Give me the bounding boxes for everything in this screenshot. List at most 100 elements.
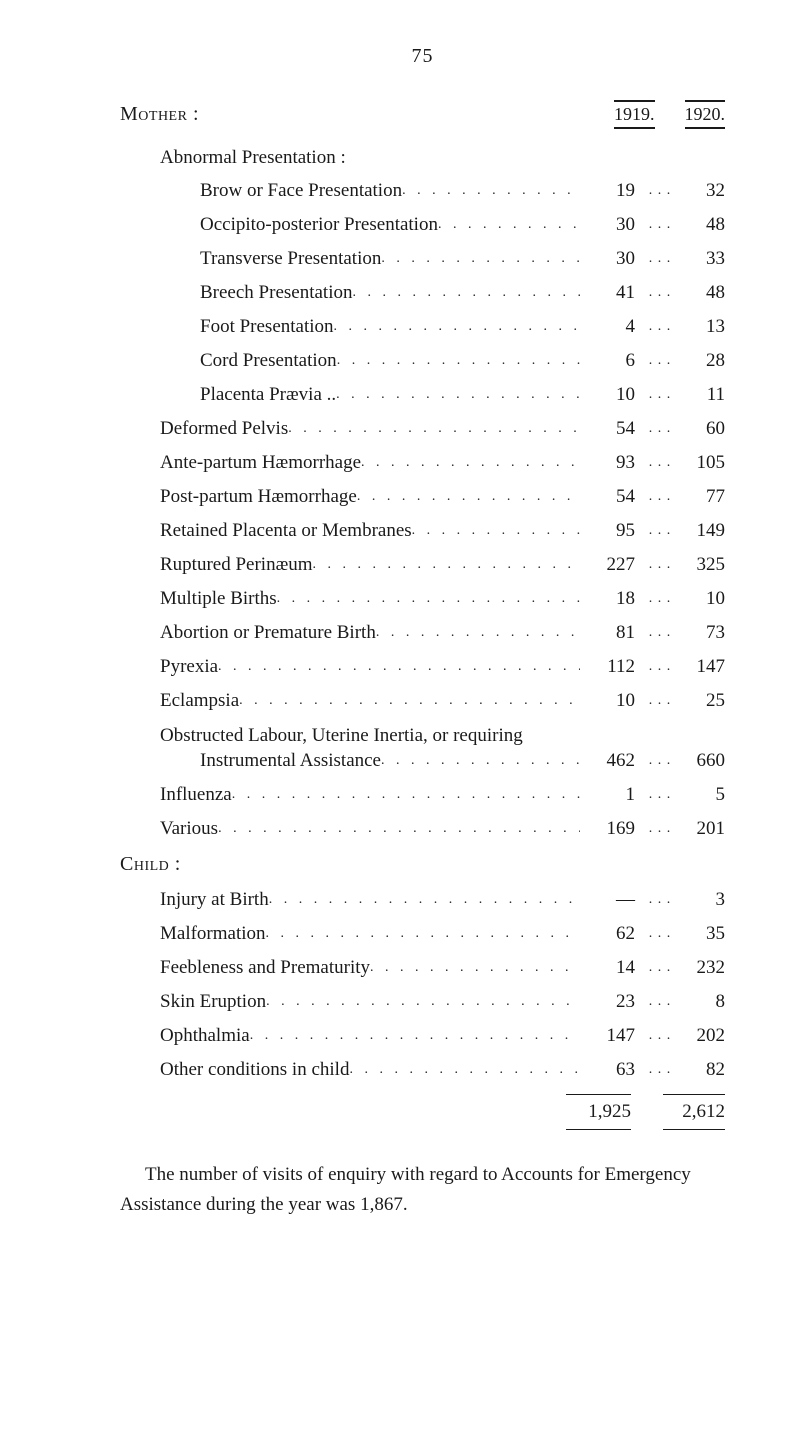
value-1920: 232 — [675, 958, 725, 977]
page-number: 75 — [120, 45, 725, 68]
sep-dots: . . . — [645, 1063, 675, 1077]
sep-dots: . . . — [645, 592, 675, 606]
year-1920-header: 1920. — [685, 104, 726, 127]
value-1920: 8 — [675, 992, 725, 1011]
leader-dots — [376, 626, 580, 640]
table-row: Influenza1. . .5 — [120, 785, 725, 804]
totals-row: 1,925 2,612 — [120, 1094, 725, 1130]
row-label: Eclampsia — [160, 691, 239, 710]
value-1920: 60 — [675, 419, 725, 438]
year-1919-header: 1919. — [614, 104, 655, 127]
table-row: Foot Presentation4. . .13 — [120, 317, 725, 336]
row-label: Occipito-posterior Presentation — [200, 215, 438, 234]
value-1919: 93 — [580, 453, 635, 472]
leader-dots — [352, 286, 580, 300]
value-1920: 28 — [675, 351, 725, 370]
value-1920: 202 — [675, 1026, 725, 1045]
leader-dots — [334, 320, 580, 334]
sep-dots: . . . — [645, 626, 675, 640]
row-label: Retained Placenta or Membranes — [160, 521, 412, 540]
leader-dots — [313, 558, 580, 572]
row-label: Breech Presentation — [200, 283, 352, 302]
value-1919: 147 — [580, 1026, 635, 1045]
sep-dots: . . . — [645, 184, 675, 198]
sep-dots: . . . — [645, 558, 675, 572]
table-row: Ophthalmia147. . .202 — [120, 1026, 725, 1045]
table-row: Eclampsia10. . .25 — [120, 691, 725, 710]
row-label: Post-partum Hæmorrhage — [160, 487, 357, 506]
leader-dots — [349, 1063, 580, 1077]
row-label: Transverse Presentation — [200, 249, 381, 268]
value-1919: 30 — [580, 249, 635, 268]
value-1920: 10 — [675, 589, 725, 608]
table-row: Feebleness and Prematurity14. . .232 — [120, 958, 725, 977]
row-label: Cord Presentation — [200, 351, 337, 370]
total-1919: 1,925 — [566, 1094, 631, 1130]
sep-dots: . . . — [645, 354, 675, 368]
sep-dots: . . . — [645, 286, 675, 300]
value-1919: — — [580, 890, 635, 909]
leader-dots — [412, 524, 580, 538]
obstructed-line2: Instrumental Assistance — [160, 751, 381, 770]
value-1920: 149 — [675, 521, 725, 540]
row-label: Placenta Prævia .. — [200, 385, 336, 404]
value-1919: 10 — [580, 691, 635, 710]
obstructed-1919: 462 — [580, 751, 635, 770]
value-1919: 54 — [580, 419, 635, 438]
obstructed-line1: Obstructed Labour, Uterine Inertia, or r… — [160, 725, 725, 747]
table-row: Post-partum Hæmorrhage54. . .77 — [120, 487, 725, 506]
leader-dots — [250, 1029, 580, 1043]
row-label: Foot Presentation — [200, 317, 334, 336]
row-label: Deformed Pelvis — [160, 419, 288, 438]
row-label: Feebleness and Prematurity — [160, 958, 370, 977]
table-row: Deformed Pelvis 54 . . .60 — [120, 419, 725, 438]
table-row: Cord Presentation 6 . . .28 — [120, 351, 725, 370]
leader-dots — [266, 995, 580, 1009]
table-row: Ante-partum Hæmorrhage93. . .105 — [120, 453, 725, 472]
leader-dots — [370, 961, 580, 975]
leader-dots — [239, 694, 580, 708]
value-1920: 11 — [675, 385, 725, 404]
leader-dots — [218, 822, 580, 836]
value-1920: 147 — [675, 657, 725, 676]
leader-dots — [337, 354, 580, 368]
value-1919: 1 — [580, 785, 635, 804]
row-label: Influenza — [160, 785, 232, 804]
value-1920: 48 — [675, 215, 725, 234]
value-1919: 62 — [580, 924, 635, 943]
value-1920: 32 — [675, 181, 725, 200]
sep-dots: . . . — [645, 490, 675, 504]
year-columns: 1919. 1920. — [614, 104, 725, 127]
table-row: Transverse Presentation 30 . . .33 — [120, 249, 725, 268]
sep-dots: . . . — [645, 694, 675, 708]
value-1919: 18 — [580, 589, 635, 608]
table-row: Ruptured Perinæum227. . .325 — [120, 555, 725, 574]
value-1919: 227 — [580, 555, 635, 574]
sep-dots: . . . — [645, 524, 675, 538]
value-1920: 73 — [675, 623, 725, 642]
value-1919: 10 — [580, 385, 635, 404]
value-1919: 41 — [580, 283, 635, 302]
sep-dots: . . . — [645, 660, 675, 674]
row-label: Brow or Face Presentation — [200, 181, 402, 200]
value-1920: 35 — [675, 924, 725, 943]
value-1920: 13 — [675, 317, 725, 336]
value-1919: 95 — [580, 521, 635, 540]
leader-dots — [266, 927, 580, 941]
obstructed-labour-row: Obstructed Labour, Uterine Inertia, or r… — [120, 725, 725, 770]
row-label: Ante-partum Hæmorrhage — [160, 453, 361, 472]
row-label: Ophthalmia — [160, 1026, 250, 1045]
row-label: Other conditions in child — [160, 1060, 349, 1079]
sep-dots: . . . — [645, 422, 675, 436]
value-1919: 63 — [580, 1060, 635, 1079]
sep-dots: . . . — [645, 252, 675, 266]
sep-dots: . . . — [645, 388, 675, 402]
table-row: Occipito-posterior Presentation 30 . . .48 — [120, 215, 725, 234]
value-1919: 6 — [580, 351, 635, 370]
sep-dots: . . . — [645, 218, 675, 232]
leader-dots — [438, 218, 580, 232]
value-1919: 30 — [580, 215, 635, 234]
table-row: Other conditions in child63. . .82 — [120, 1060, 725, 1079]
leader-dots — [269, 893, 580, 907]
value-1920: 33 — [675, 249, 725, 268]
